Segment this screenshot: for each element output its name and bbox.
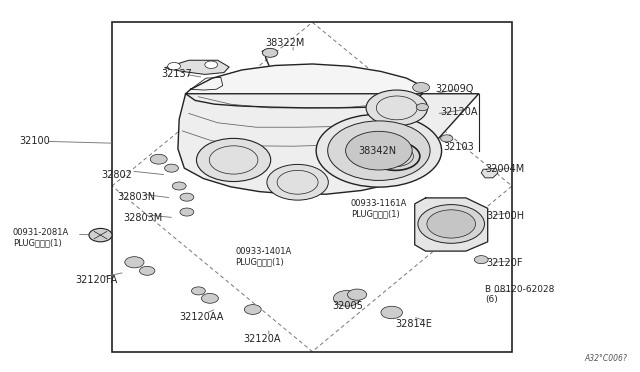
Text: 32803M: 32803M bbox=[123, 213, 162, 222]
Text: B 08120-62028
(6): B 08120-62028 (6) bbox=[485, 285, 554, 304]
Text: 32103: 32103 bbox=[443, 142, 474, 152]
Bar bbox=[112, 22, 512, 352]
Circle shape bbox=[418, 205, 484, 243]
Text: 00933-1161A
PLUGプラグ(1): 00933-1161A PLUGプラグ(1) bbox=[351, 199, 407, 219]
Circle shape bbox=[89, 228, 112, 242]
Circle shape bbox=[427, 210, 476, 238]
Text: 32120F: 32120F bbox=[486, 259, 523, 268]
Circle shape bbox=[172, 182, 186, 190]
Circle shape bbox=[333, 291, 360, 306]
Circle shape bbox=[381, 306, 403, 319]
Text: A32°C006?: A32°C006? bbox=[584, 354, 627, 363]
Text: 32100: 32100 bbox=[19, 137, 50, 146]
Text: 32100H: 32100H bbox=[486, 211, 525, 221]
Polygon shape bbox=[165, 60, 229, 74]
Circle shape bbox=[180, 208, 194, 216]
Polygon shape bbox=[415, 198, 488, 251]
Text: 32120A: 32120A bbox=[243, 334, 281, 344]
Circle shape bbox=[205, 61, 218, 68]
Text: 32120A: 32120A bbox=[440, 107, 478, 116]
Circle shape bbox=[348, 289, 367, 300]
Text: 32814E: 32814E bbox=[396, 319, 433, 328]
Circle shape bbox=[150, 154, 167, 164]
Circle shape bbox=[262, 48, 278, 57]
Circle shape bbox=[164, 164, 179, 172]
Circle shape bbox=[196, 138, 271, 182]
Circle shape bbox=[413, 83, 429, 92]
Circle shape bbox=[366, 90, 428, 126]
Polygon shape bbox=[186, 64, 422, 108]
Circle shape bbox=[202, 294, 218, 303]
Text: 32120FA: 32120FA bbox=[76, 275, 118, 285]
Text: 38322M: 38322M bbox=[266, 38, 305, 48]
Text: 32009Q: 32009Q bbox=[435, 84, 474, 94]
Circle shape bbox=[168, 62, 180, 70]
Circle shape bbox=[316, 114, 442, 187]
Text: 32004M: 32004M bbox=[485, 164, 524, 174]
Text: 00933-1401A
PLUGプラグ(1): 00933-1401A PLUGプラグ(1) bbox=[236, 247, 292, 266]
Circle shape bbox=[244, 305, 261, 314]
Circle shape bbox=[125, 257, 144, 268]
Circle shape bbox=[440, 135, 453, 142]
Circle shape bbox=[191, 287, 205, 295]
Circle shape bbox=[140, 266, 155, 275]
Circle shape bbox=[328, 121, 430, 180]
Polygon shape bbox=[178, 94, 479, 194]
Text: 32005: 32005 bbox=[333, 301, 364, 311]
Circle shape bbox=[180, 193, 194, 201]
Circle shape bbox=[416, 103, 429, 111]
Polygon shape bbox=[481, 168, 498, 178]
Text: 32120AA: 32120AA bbox=[179, 312, 223, 322]
Text: 32803N: 32803N bbox=[117, 192, 156, 202]
Text: 00931-2081A
PLUGプラグ(1): 00931-2081A PLUGプラグ(1) bbox=[13, 228, 69, 248]
Circle shape bbox=[267, 164, 328, 200]
Text: 32137: 32137 bbox=[161, 70, 192, 79]
Text: 38342N: 38342N bbox=[358, 146, 397, 155]
Circle shape bbox=[474, 256, 488, 264]
Text: 32802: 32802 bbox=[101, 170, 132, 180]
Circle shape bbox=[346, 131, 412, 170]
